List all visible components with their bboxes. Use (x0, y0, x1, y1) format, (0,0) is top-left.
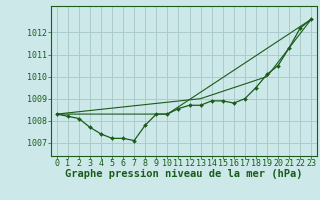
X-axis label: Graphe pression niveau de la mer (hPa): Graphe pression niveau de la mer (hPa) (65, 169, 303, 179)
